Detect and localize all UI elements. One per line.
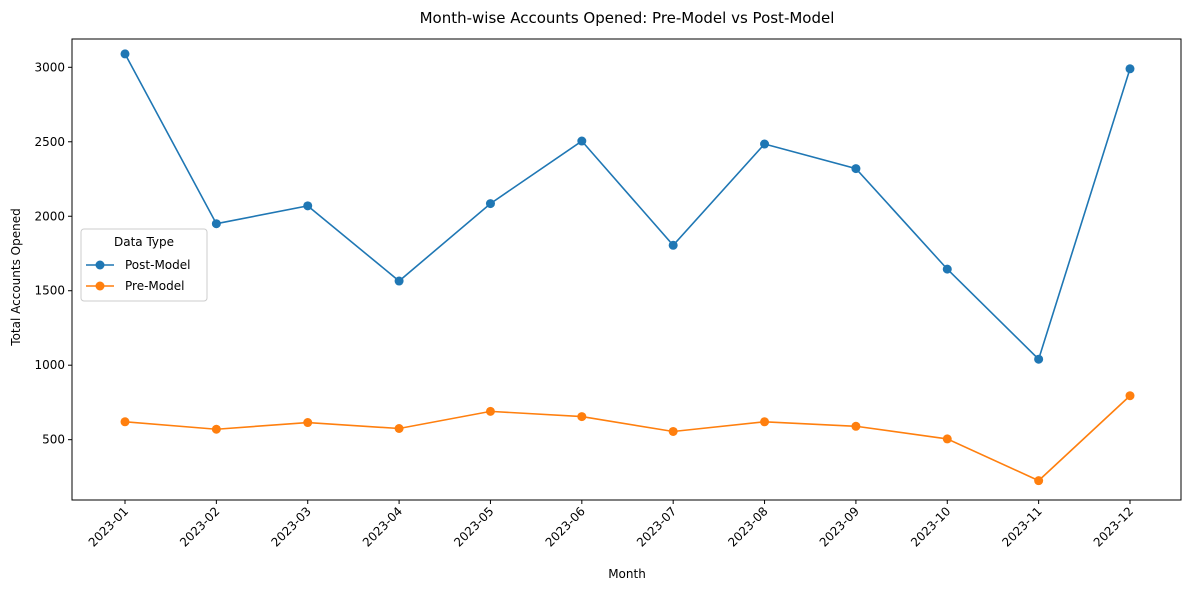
y-tick-label: 1500 [34,284,65,298]
x-tick-label: 2023-09 [817,504,862,549]
x-tick-label: 2023-06 [543,504,588,549]
plot-frame [71,38,1182,501]
data-point [668,240,678,250]
x-tick-label: 2023-11 [999,504,1044,549]
legend-title: Data Type [114,235,174,249]
series-post-model [120,49,1135,364]
data-point [394,276,404,286]
y-axis-label: Total Accounts Opened [9,208,23,346]
legend-box [80,228,208,302]
series-line [124,53,1131,361]
data-point [851,164,861,174]
chart-title: Month-wise Accounts Opened: Pre-Model vs… [420,9,835,27]
legend-entries: Post-Model Pre-Model [86,258,190,293]
x-axis: 2023-01 2023-02 2023-03 2023-04 2023-05 2023-… [86,500,1136,550]
data-point [760,139,770,149]
legend-marker [95,260,105,270]
x-tick-label: 2023-02 [177,504,222,549]
y-tick-label: 1000 [34,358,65,372]
x-tick-label: 2023-01 [86,504,131,549]
data-point [485,406,495,416]
data-point [1125,64,1135,74]
legend-label: Post-Model [125,258,190,272]
x-tick-label: 2023-04 [360,504,405,549]
data-point [1125,391,1135,401]
y-axis: 500 1000 1500 2000 2500 3000 [34,60,72,447]
y-tick-label: 2000 [34,209,65,223]
data-point [1034,476,1044,486]
data-point [851,421,861,431]
data-point [394,424,404,434]
data-point [942,434,952,444]
data-point [760,417,770,427]
series-layer [120,49,1135,486]
data-point [1034,354,1044,364]
data-point [120,417,130,427]
data-point [120,49,130,59]
y-tick-label: 2500 [34,135,65,149]
series-pre-model [120,391,1135,486]
data-point [577,136,587,146]
data-point [942,264,952,274]
legend-marker [95,281,105,291]
x-tick-label: 2023-10 [908,504,953,549]
legend-label: Pre-Model [125,279,184,293]
data-point [303,418,313,428]
data-point [211,424,221,434]
data-point [485,199,495,209]
series-line [124,395,1131,482]
x-tick-label: 2023-05 [451,504,496,549]
legend: Data Type Post-Model Pre-Model [80,228,208,302]
x-tick-label: 2023-07 [634,504,679,549]
data-point [577,412,587,422]
plot-area-border [71,38,1182,501]
data-point [303,201,313,211]
x-tick-label: 2023-08 [725,504,770,549]
y-tick-label: 3000 [34,60,65,74]
data-point [668,426,678,436]
x-tick-label: 2023-03 [268,504,313,549]
x-tick-label: 2023-12 [1091,504,1136,549]
x-axis-label: Month [608,567,646,581]
y-tick-label: 500 [42,433,65,447]
data-point [211,219,221,229]
